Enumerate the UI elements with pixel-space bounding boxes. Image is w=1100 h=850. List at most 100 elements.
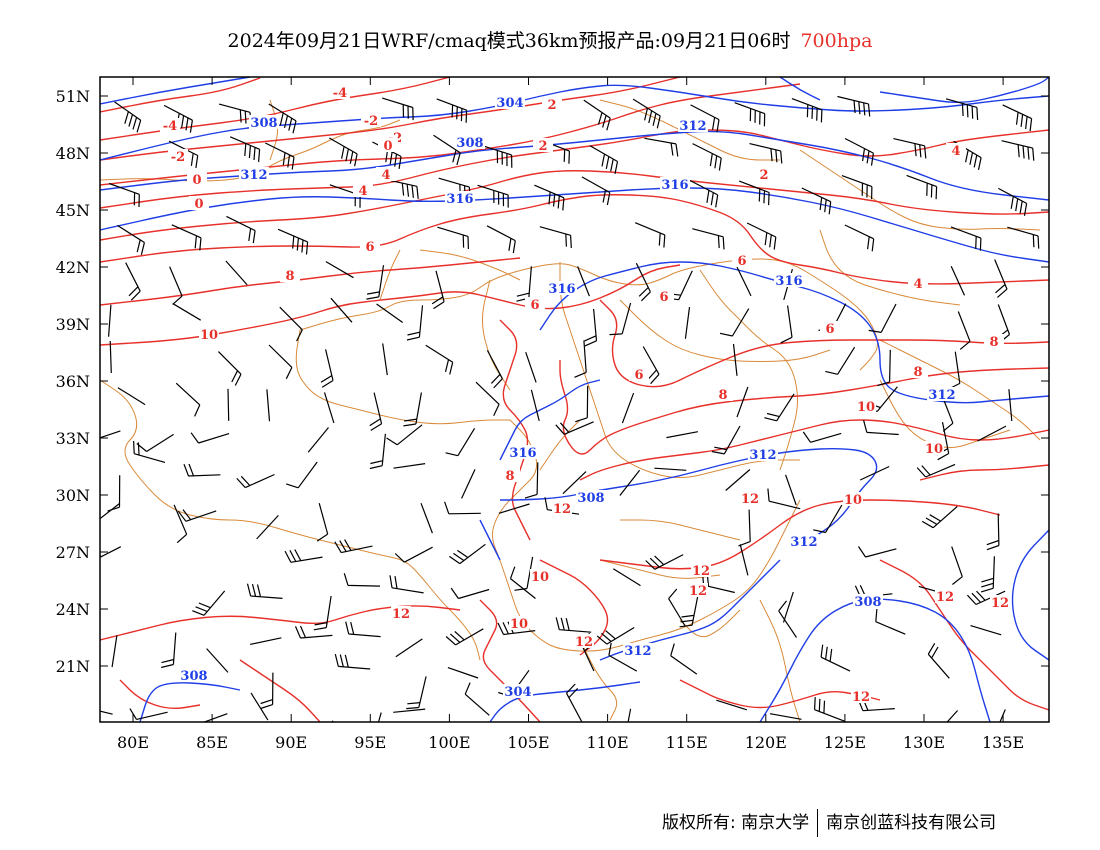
wind-barb [534, 185, 564, 210]
wind-barb [859, 547, 897, 558]
temperature-label: 8 [913, 365, 922, 380]
wind-barb [726, 470, 750, 491]
wind-barb [1002, 141, 1034, 161]
wind-barb [585, 309, 597, 346]
height-contour [140, 683, 240, 722]
lon-label: 115E [666, 733, 708, 752]
temperature-label: 6 [659, 290, 668, 305]
wind-barb [437, 227, 468, 249]
wind-barb [117, 225, 144, 254]
wind-barb [1003, 105, 1032, 131]
temperature-label: 10 [200, 328, 218, 343]
copyright: 版权所有: 南京大学 南京创蓝科技有限公司 [662, 808, 996, 837]
wind-barb [781, 306, 792, 343]
temperature-label: -2 [364, 114, 378, 129]
wind-barb [108, 475, 120, 511]
wind-barb [84, 503, 120, 523]
wind-barb [207, 649, 228, 673]
temperature-contour [880, 560, 1049, 710]
wind-barb [218, 352, 241, 386]
lon-label: 100E [428, 733, 470, 752]
wind-barb [248, 584, 283, 599]
temperature-label: 8 [718, 388, 727, 403]
wind-barb [951, 227, 981, 251]
wind-barb [161, 633, 176, 668]
wind-barb [403, 393, 421, 426]
border-line [700, 270, 798, 470]
lon-label: 95E [354, 733, 386, 752]
wind-barb [335, 654, 370, 669]
wind-barb [390, 575, 424, 593]
wind-barb [344, 573, 380, 586]
wind-barb [693, 144, 722, 171]
temperature-label: 12 [392, 607, 410, 622]
wind-barb [346, 622, 381, 637]
wind-barb [476, 382, 499, 416]
height-label: 312 [240, 168, 267, 183]
wind-barb [393, 709, 425, 712]
border-line [296, 330, 510, 424]
wind-barb [112, 635, 117, 667]
wind-barb [174, 505, 187, 543]
lon-label: 125E [824, 733, 866, 752]
temperature-contour [240, 660, 320, 722]
height-label: 308 [180, 669, 207, 684]
wind-barb [226, 216, 255, 243]
wind-barb [786, 475, 797, 505]
temperature-label: 10 [844, 493, 862, 508]
wind-barb [228, 389, 229, 421]
copyright-left: 版权所有: 南京大学 [662, 813, 809, 833]
wind-barb [845, 225, 874, 251]
wind-barb [666, 432, 698, 438]
temperature-label: 4 [358, 184, 367, 199]
temperature-label: 6 [825, 322, 834, 337]
lat-label: 39N [56, 315, 90, 334]
wind-barb [768, 489, 800, 509]
height-label: 308 [577, 491, 604, 506]
temperature-label: 12 [689, 584, 707, 599]
lat-label: 48N [56, 144, 90, 163]
wind-barb [692, 229, 724, 250]
wind-barb [876, 609, 906, 634]
wind-barb [314, 596, 331, 630]
lon-label: 110E [586, 733, 628, 752]
temperature-contour [600, 300, 1049, 387]
wind-barb [815, 697, 845, 721]
wind-barb [590, 146, 618, 174]
wind-barb [669, 589, 686, 626]
wind-barb [645, 138, 678, 156]
wind-barb [387, 425, 423, 445]
wind-barb [134, 441, 165, 462]
height-contour [780, 77, 820, 100]
lat-label: 21N [56, 657, 90, 676]
wind-barb [226, 261, 247, 285]
temperature-contour [120, 680, 200, 708]
temperature-label: 6 [634, 368, 643, 383]
wind-barb [792, 99, 822, 123]
wind-barb [952, 547, 963, 585]
height-label: 312 [679, 119, 706, 134]
wind-barb [269, 345, 292, 379]
lon-label: 85E [196, 733, 228, 752]
temperature-contour [100, 258, 520, 305]
wind-barb [130, 709, 168, 720]
wind-barb [613, 569, 640, 586]
wind-barb [860, 467, 889, 481]
wind-barb [928, 643, 949, 678]
wind-barb [917, 464, 955, 477]
wind-barb [779, 601, 797, 638]
temperature-contour [920, 465, 1049, 480]
lon-label: 135E [982, 733, 1024, 752]
wind-barb [329, 138, 357, 166]
wind-barb [109, 305, 111, 337]
wind-barb [308, 428, 328, 453]
height-label: 308 [854, 595, 881, 610]
wind-barb [321, 349, 333, 387]
temperature-label: 2 [538, 139, 547, 154]
lat-label: 51N [56, 87, 90, 106]
height-contour [1013, 530, 1050, 660]
temperature-label: 6 [737, 254, 746, 269]
wind-barb [633, 99, 660, 128]
wind-barb [958, 312, 970, 350]
